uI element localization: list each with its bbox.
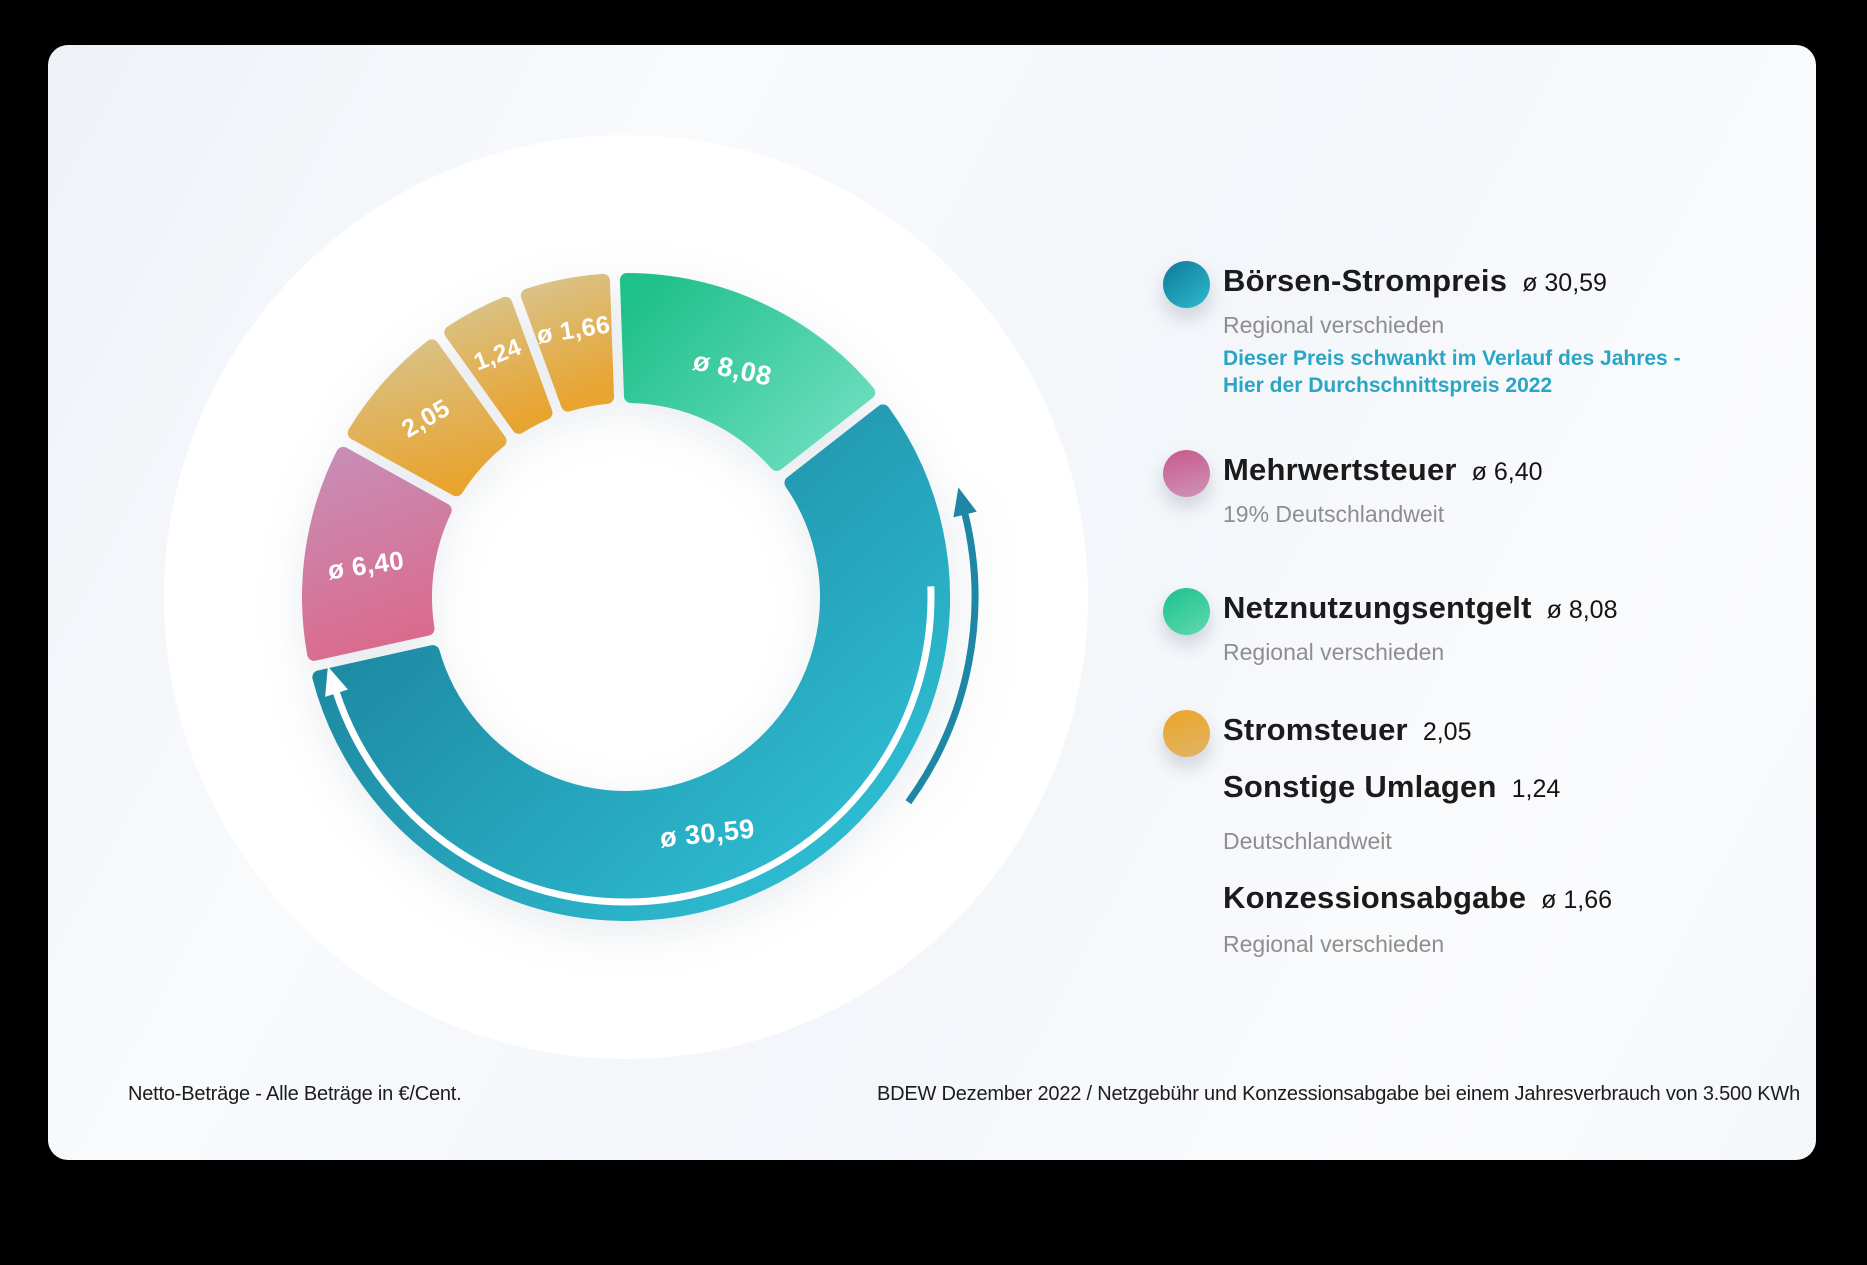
donut-chart: ø 8,08ø 30,59ø 6,402,051,24ø 1,66 (302, 273, 979, 921)
footnote-net-amounts: Netto-Beträge - Alle Beträge in €/Cent. (128, 1083, 462, 1105)
legend-title-row: Börsen-Strompreis ø 30,59 (1223, 261, 1816, 301)
legend-title: Stromsteuer (1223, 712, 1408, 747)
legend-title: Sonstige Umlagen (1223, 769, 1497, 804)
legend-subtitle: Regional verschieden (1223, 931, 1445, 957)
legend-value: 1,24 (1511, 775, 1561, 803)
segment-netznutzungsentgelt (619, 273, 876, 472)
legend-note: Dieser Preis schwankt im Verlauf des Jah… (1223, 345, 1816, 399)
legend-item-mehrwertsteuer: Mehrwertsteuer ø 6,40 19% Deutschlandwei… (1163, 450, 1816, 528)
segment-b-rsen-strompreis (312, 404, 950, 921)
legend-value: ø 1,66 (1541, 886, 1613, 914)
legend-value: 2,05 (1422, 718, 1472, 746)
legend-title-row: Netznutzungsentgelt ø 8,08 (1223, 588, 1816, 628)
legend-text-block: Börsen-Strompreis ø 30,59 Regional versc… (1223, 261, 1816, 399)
footnote-source: BDEW Dezember 2022 / Netzgebühr und Konz… (876, 1083, 1800, 1105)
legend-title-row: Mehrwertsteuer ø 6,40 (1223, 450, 1816, 490)
legend-text-block: Stromsteuer 2,05 Sonstige Umlagen 1,24 D… (1223, 710, 1816, 855)
counterclockwise-sweep-arrow-head (953, 487, 977, 518)
legend-item-stromsteuer-umlagen: Stromsteuer 2,05 Sonstige Umlagen 1,24 D… (1163, 710, 1816, 855)
legend-value: ø 30,59 (1522, 269, 1607, 297)
legend-subtitle: Deutschlandweit (1223, 828, 1392, 854)
legend-value: ø 6,40 (1471, 458, 1543, 486)
legend-subtitle: Regional verschieden (1223, 312, 1445, 338)
pink-dot-icon (1163, 450, 1210, 497)
legend-subtitle: Regional verschieden (1223, 639, 1445, 665)
clockwise-sweep-arrow-head (325, 666, 348, 697)
gold-dot-icon (1163, 710, 1210, 757)
infographic-card: ø 8,08 ø 30,59 ø 6,40 2,05 1,24 ø 1,66 Börsen… (48, 45, 1816, 1160)
green-dot-icon (1163, 588, 1210, 635)
counterclockwise-sweep-arrow (905, 511, 979, 805)
segment-konzessionsabgabe (520, 273, 615, 412)
legend-title-row: Sonstige Umlagen 1,24 (1223, 767, 1816, 807)
legend-title: Konzessionsabgabe (1223, 880, 1527, 915)
legend-note-line2: Hier der Durchschnittspreis 2022 (1223, 374, 1553, 397)
legend-item-netznutzungsentgelt: Netznutzungsentgelt ø 8,08 Regional vers… (1163, 588, 1816, 666)
legend-text-block: Mehrwertsteuer ø 6,40 19% Deutschlandwei… (1223, 450, 1816, 528)
legend-title: Netznutzungsentgelt (1223, 590, 1532, 625)
legend-value: ø 8,08 (1546, 596, 1618, 624)
legend-title: Mehrwertsteuer (1223, 452, 1457, 487)
legend-text-block: Konzessionsabgabe ø 1,66 Regional versch… (1223, 878, 1816, 958)
clockwise-sweep-arrow (332, 586, 935, 906)
segment-stromsteuer (347, 339, 507, 497)
legend-title: Börsen-Strompreis (1223, 263, 1508, 298)
legend-title-row: Stromsteuer 2,05 (1223, 710, 1816, 750)
legend-item-boersen-strompreis: Börsen-Strompreis ø 30,59 Regional versc… (1163, 261, 1816, 399)
legend-note-line1: Dieser Preis schwankt im Verlauf des Jah… (1223, 347, 1681, 370)
legend-subtitle: 19% Deutschlandweit (1223, 501, 1445, 527)
segment-mehrwertsteuer (302, 446, 452, 661)
segment-sonstige-umlagen (444, 296, 553, 434)
legend-text-block: Netznutzungsentgelt ø 8,08 Regional vers… (1223, 588, 1816, 666)
teal-dot-icon (1163, 261, 1210, 308)
legend-title-row: Konzessionsabgabe ø 1,66 (1223, 878, 1816, 918)
legend-item-konzessionsabgabe: Konzessionsabgabe ø 1,66 Regional versch… (1223, 878, 1816, 958)
